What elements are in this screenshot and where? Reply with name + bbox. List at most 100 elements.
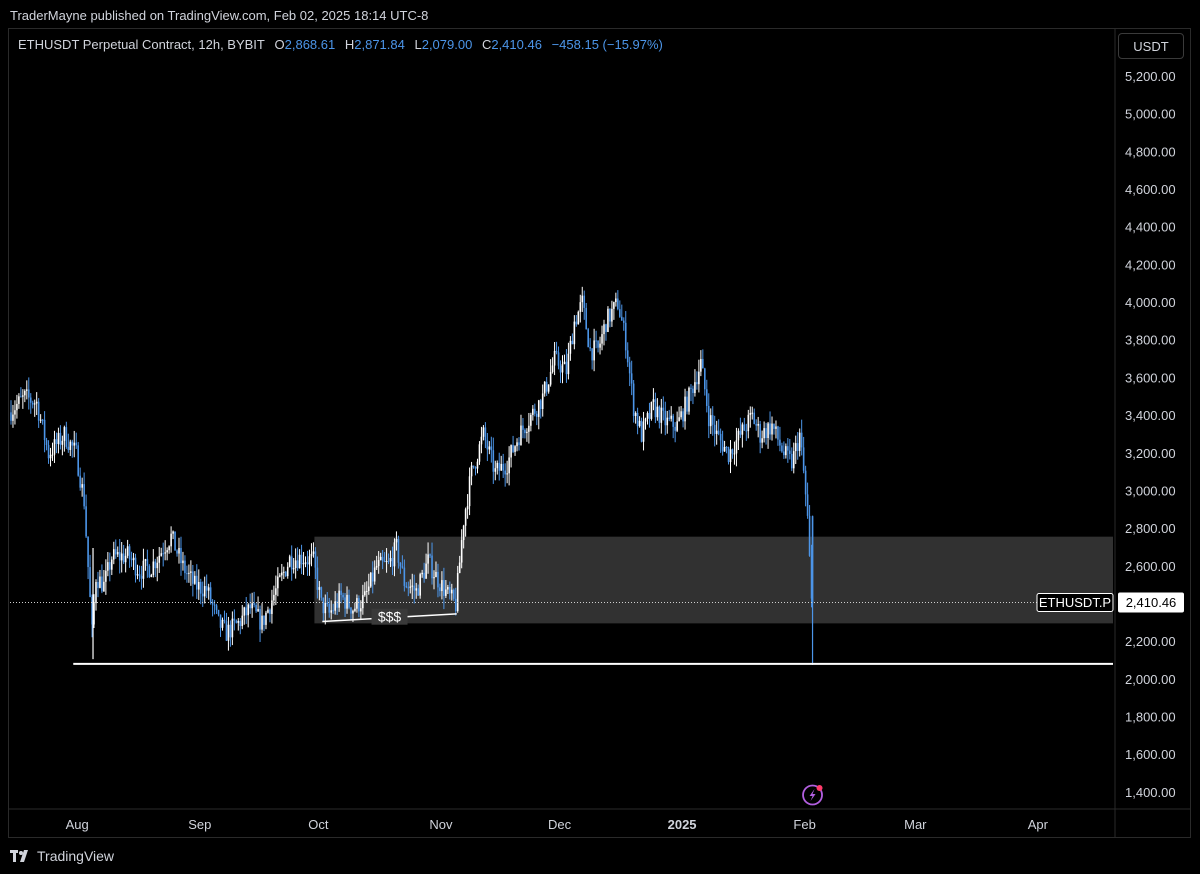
candle-body: [245, 607, 248, 616]
candle-body: [91, 596, 93, 625]
candle-body: [613, 302, 615, 309]
candle-body: [320, 587, 323, 598]
candle-body: [806, 494, 809, 516]
candle-body: [715, 430, 718, 434]
candle-body: [636, 412, 639, 427]
symbol-tag-bg: [1036, 593, 1114, 613]
candle-body: [59, 432, 62, 445]
candle-body: [630, 373, 633, 384]
candle-body: [304, 562, 307, 564]
candle-body: [354, 608, 356, 611]
candle-body: [656, 406, 659, 418]
candle-body: [93, 603, 95, 625]
candle-body: [176, 550, 178, 554]
candle-body: [508, 457, 510, 474]
candle-body: [101, 576, 103, 592]
candle-body: [441, 580, 443, 592]
candle-body: [700, 358, 702, 372]
candle-body: [617, 298, 619, 310]
candle-body: [472, 465, 475, 468]
candle-body: [702, 358, 704, 369]
candle-body: [680, 411, 682, 418]
y-tick-label: 1,400.00: [1125, 785, 1176, 800]
candle-body: [215, 605, 218, 610]
y-tick-label: 1,600.00: [1125, 747, 1176, 762]
candle-body: [160, 553, 163, 556]
candle-body: [500, 463, 503, 471]
candle-body: [385, 560, 388, 562]
y-tick-label: 3,200.00: [1125, 446, 1176, 461]
candle-body: [367, 586, 370, 591]
y-tick-label: 3,400.00: [1125, 408, 1176, 423]
candle-body: [694, 382, 696, 394]
candle-body: [721, 440, 724, 452]
x-tick-label: 2025: [668, 817, 697, 832]
candle-body: [166, 550, 168, 553]
candle-body: [239, 621, 242, 627]
candle-body: [658, 406, 661, 423]
candle-body: [346, 594, 348, 609]
candle-body: [717, 430, 720, 434]
price-zone: [314, 536, 1113, 624]
candle-body: [203, 586, 206, 597]
candle-body: [624, 322, 627, 351]
candle-body: [443, 580, 445, 596]
candle-body: [65, 427, 68, 447]
currency-selector[interactable]: USDT: [1118, 33, 1184, 59]
candle-body: [460, 540, 463, 563]
candle-body: [109, 562, 111, 570]
candle-body: [452, 589, 455, 599]
candle-body: [445, 589, 447, 596]
candle-body: [227, 624, 230, 641]
candle-body: [632, 383, 635, 416]
candle-body: [458, 562, 461, 574]
high-value: 2,871.84: [354, 37, 405, 52]
candle-body: [223, 619, 226, 622]
candle-body: [551, 365, 554, 372]
candle-body: [358, 598, 360, 612]
candle-body: [85, 506, 87, 537]
candle-body: [439, 587, 441, 592]
candle-body: [804, 470, 807, 495]
candle-body: [668, 417, 671, 419]
candle-body: [698, 371, 700, 385]
x-tick-label: Nov: [429, 817, 453, 832]
candle-body: [539, 400, 542, 409]
symbol-title[interactable]: ETHUSDT Perpetual Contract, 12h, BYBIT: [18, 37, 265, 52]
candle-body: [225, 621, 228, 641]
low-value: 2,079.00: [421, 37, 473, 52]
candle-body: [484, 427, 487, 441]
candle-body: [725, 446, 728, 448]
candle-body: [628, 362, 631, 374]
candle-body: [192, 571, 194, 584]
candle-body: [128, 546, 131, 560]
candle-body: [95, 581, 97, 604]
candle-body: [255, 604, 257, 612]
candle-body: [279, 575, 281, 577]
candle-body: [132, 557, 135, 561]
candle-body: [524, 429, 526, 434]
candle-body: [312, 551, 315, 554]
candle-body: [63, 427, 66, 441]
candle-body: [684, 396, 686, 422]
candle-body: [87, 536, 89, 568]
candle-body: [10, 412, 12, 421]
candle-body: [300, 554, 303, 565]
candle-body: [496, 462, 499, 469]
candle-body: [597, 340, 599, 348]
candle-body: [24, 390, 26, 396]
candle-body: [103, 581, 105, 592]
candle-body: [549, 371, 552, 385]
candle-body: [55, 439, 58, 445]
candle-body: [71, 441, 74, 446]
candle-body: [146, 559, 149, 566]
candle-body: [583, 295, 586, 308]
candle-body: [747, 414, 750, 432]
candle-body: [164, 552, 166, 554]
candle-body: [407, 587, 410, 589]
candle-body: [785, 446, 787, 456]
candle-body: [79, 475, 81, 488]
candle-body: [512, 445, 514, 452]
candle-body: [427, 554, 429, 564]
